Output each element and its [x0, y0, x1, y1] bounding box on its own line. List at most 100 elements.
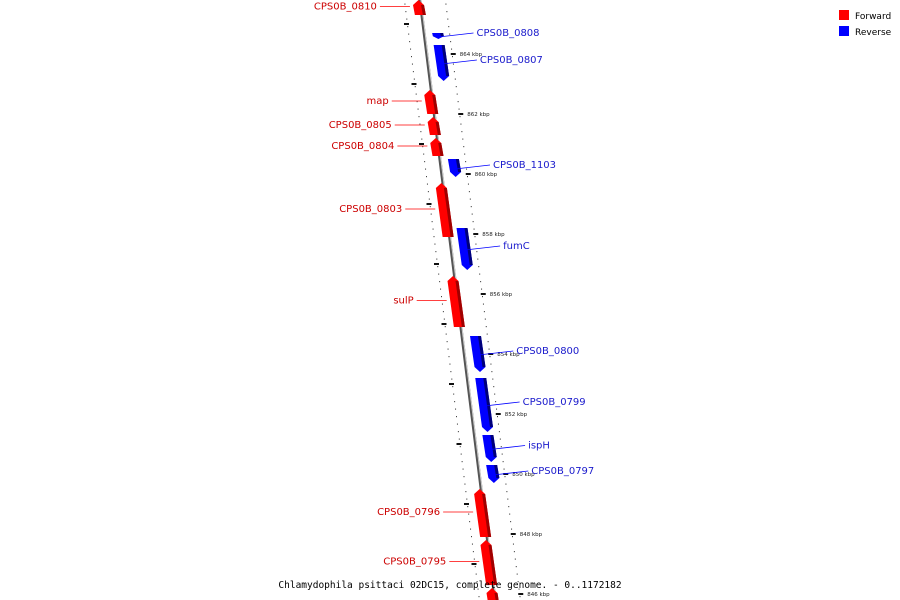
gene-CPS0B_0805-arrow[interactable]	[427, 117, 441, 135]
guide-dot	[490, 363, 492, 365]
leader-line	[484, 401, 520, 407]
guide-dot	[484, 318, 486, 320]
guide-dot	[465, 491, 467, 493]
gene-CPS0B_0800-arrow[interactable]	[470, 336, 486, 372]
gene-shadow	[488, 545, 498, 585]
guide-dot	[458, 438, 460, 440]
guide-dot	[476, 581, 478, 583]
guide-dot	[518, 588, 520, 590]
tick-label: 848 kbp	[520, 532, 543, 538]
minor-tick-mark	[471, 563, 477, 565]
guide-dot	[417, 108, 419, 110]
gene-unnamed-arrow[interactable]	[486, 588, 501, 600]
legend-reverse-label: Reverse	[855, 28, 892, 38]
minor-tick-mark	[464, 503, 469, 505]
guide-dot	[486, 333, 488, 335]
tick-mark	[518, 593, 524, 595]
guide-dot	[496, 408, 498, 410]
gene-body	[475, 378, 493, 432]
guide-dot	[470, 528, 472, 530]
guide-dot	[453, 393, 455, 395]
gene-shadow	[478, 336, 486, 367]
gene-CPS0B_0795-arrow[interactable]	[480, 540, 498, 585]
guide-dot	[508, 506, 510, 508]
guide-dot	[517, 581, 519, 583]
guide-dot	[450, 371, 452, 373]
legend: Forward Reverse	[839, 10, 892, 38]
guide-dot	[450, 41, 452, 43]
gene-CPS0B_0799-arrow[interactable]	[475, 378, 493, 432]
guide-dot	[426, 176, 427, 178]
guide-dot	[467, 183, 469, 185]
guide-dot	[467, 176, 468, 178]
gene-CPS0B_1103-arrow[interactable]	[447, 159, 462, 177]
guide-dot	[419, 123, 421, 125]
legend-reverse-swatch	[839, 26, 849, 36]
guide-dot	[431, 221, 433, 223]
guide-dot	[460, 123, 462, 125]
guide-dot	[452, 386, 454, 388]
guide-dot	[489, 356, 491, 358]
guide-dot	[445, 333, 447, 335]
guide-dot	[449, 33, 451, 35]
guide-dot	[459, 446, 461, 448]
guide-dot	[494, 393, 496, 395]
guide-dot	[474, 566, 476, 568]
guide-dot	[482, 303, 484, 305]
guide-dot	[498, 431, 500, 433]
guide-dot	[446, 341, 448, 343]
gene-CPS0B_0804-arrow[interactable]	[430, 138, 444, 156]
minor-tick-mark	[456, 443, 462, 445]
tick-label: 862 kbp	[467, 112, 490, 118]
guide-dot	[471, 213, 473, 215]
guide-dot	[472, 221, 474, 223]
gene-CPS0B_0807-arrow[interactable]	[433, 45, 450, 81]
guide-dot	[449, 363, 451, 365]
guide-dot	[416, 101, 418, 103]
guide-dot	[512, 536, 513, 538]
gene-map-arrow[interactable]	[424, 90, 439, 114]
guide-dot	[440, 288, 442, 290]
tick-mark	[510, 533, 516, 535]
guide-dot	[437, 266, 439, 268]
tick-mark	[495, 413, 501, 415]
guide-dot	[425, 168, 427, 170]
guide-dot	[466, 498, 468, 500]
gene-sulP-arrow[interactable]	[447, 276, 465, 327]
gene-shadow	[464, 228, 473, 265]
guide-dot	[456, 416, 457, 418]
gene-label: CPS0B_0803	[339, 204, 402, 215]
gene-CPS0B_0810-arrow[interactable]	[413, 0, 426, 16]
leader-line	[454, 164, 491, 170]
guide-dot	[488, 348, 490, 350]
guide-dot	[433, 236, 435, 238]
guide-dot	[451, 378, 453, 380]
guide-dot	[478, 266, 480, 268]
guide-dot	[464, 153, 466, 155]
gene-CPS0B_0797-arrow[interactable]	[486, 465, 500, 483]
gene-fumC-arrow[interactable]	[456, 228, 473, 270]
guide-dot	[473, 228, 475, 230]
guide-dot	[500, 446, 502, 448]
gene-shadow	[494, 593, 499, 600]
gene-CPS0B_0796-arrow[interactable]	[474, 489, 492, 537]
gene-label: CPS0B_0807	[480, 55, 543, 66]
guide-dot	[427, 191, 429, 193]
guide-dot	[493, 386, 495, 388]
gene-label: fumC	[503, 241, 530, 252]
minor-tick-mark	[449, 383, 454, 385]
guide-dot	[454, 78, 456, 80]
tick-label: 860 kbp	[475, 172, 498, 178]
gene-shadow	[438, 143, 444, 156]
minor-tick-mark	[419, 143, 424, 145]
tick-label: 864 kbp	[460, 52, 483, 58]
gene-ispH-arrow[interactable]	[482, 435, 497, 462]
guide-dot	[448, 356, 450, 358]
guide-dot	[438, 273, 440, 275]
leader-line	[441, 59, 477, 65]
guide-dot	[477, 258, 479, 260]
guide-dot	[514, 558, 516, 560]
gene-CPS0B_0808-arrow[interactable]	[432, 33, 444, 39]
gene-CPS0B_0803-arrow[interactable]	[435, 183, 454, 237]
guide-dot	[503, 468, 505, 470]
